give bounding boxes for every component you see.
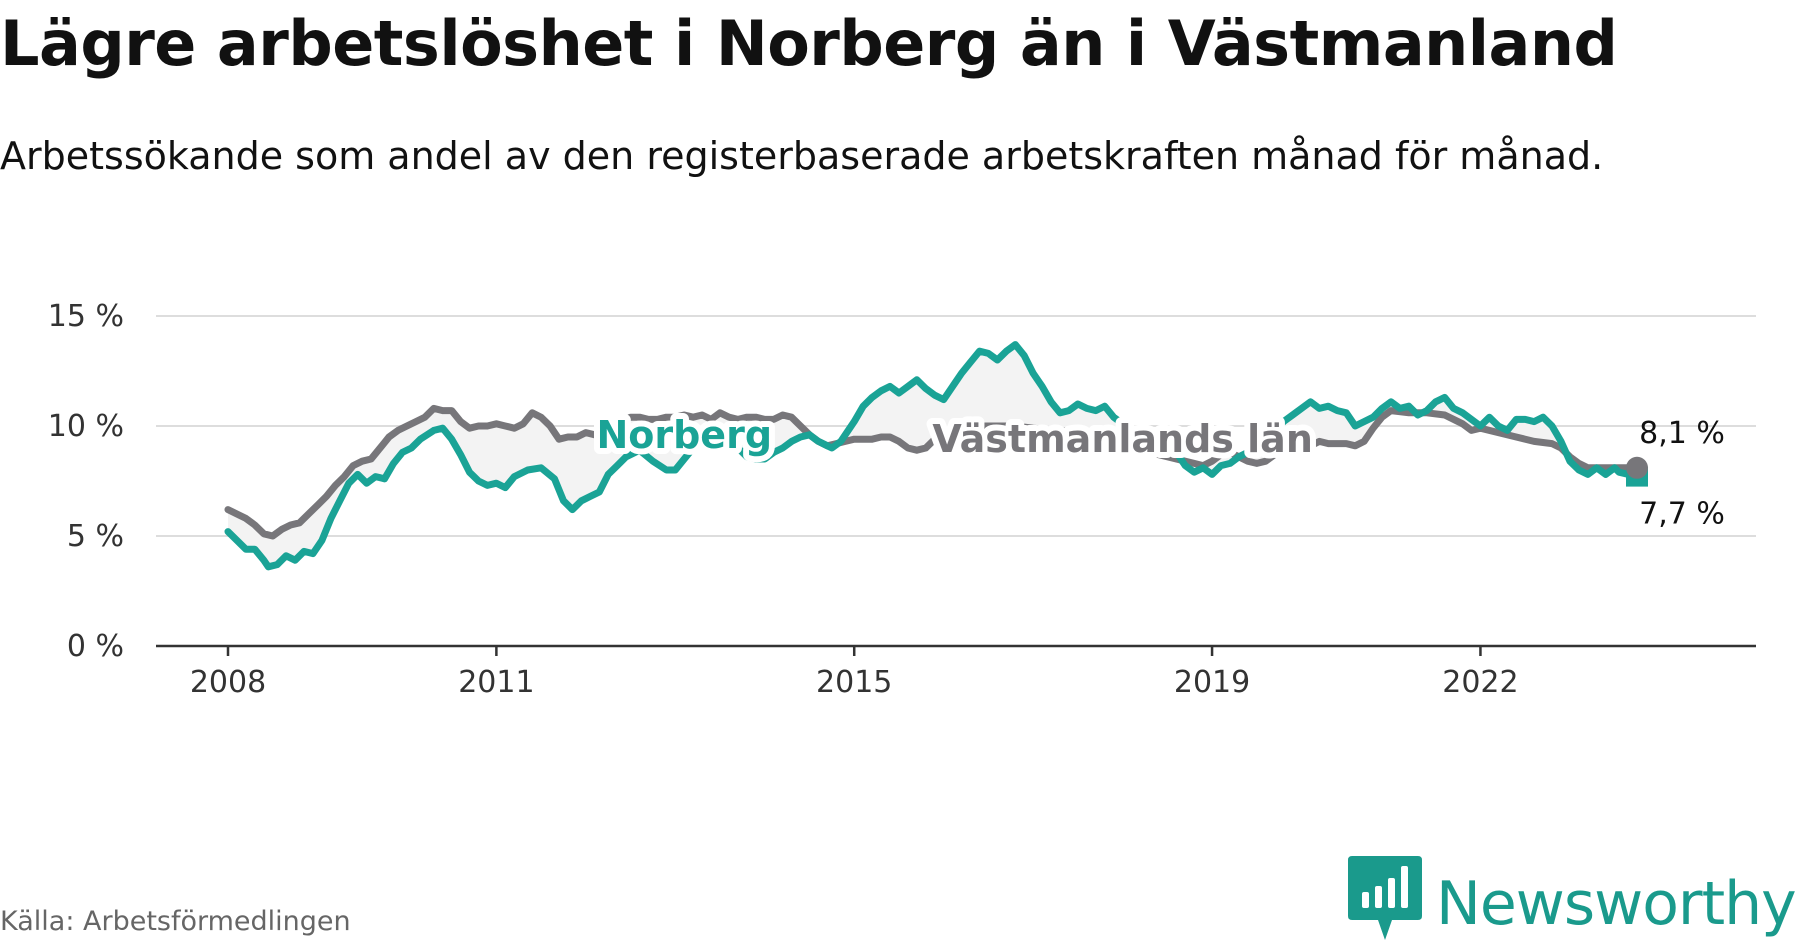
x-tick-label: 2015 xyxy=(816,665,892,700)
brand-name: Newsworthy xyxy=(1436,869,1797,939)
end-marker-vastmanland xyxy=(1626,456,1648,479)
end-value-label: 8,1 % xyxy=(1639,416,1725,451)
y-tick-label: 5 % xyxy=(67,519,124,554)
y-tick-label: 0 % xyxy=(67,629,124,664)
end-markers: 7,7 % 8,1 % xyxy=(1626,416,1725,532)
series-label: Norberg xyxy=(596,413,772,457)
series-line-norberg xyxy=(224,341,1641,571)
bar-chart-badge-icon xyxy=(1348,856,1422,940)
chart-title: Lägre arbetslöshet i Norberg än i Västma… xyxy=(0,7,1618,80)
x-tick-label: 2008 xyxy=(190,665,266,700)
chart-subtitle: Arbetssökande som andel av den registerb… xyxy=(0,134,1604,178)
source-note: Källa: Arbetsförmedlingen xyxy=(0,906,351,937)
y-axis-tick-labels: 0 % 5 % 10 % 15 % xyxy=(48,299,124,664)
x-tick-label: 2011 xyxy=(458,665,534,700)
y-tick-label: 10 % xyxy=(48,409,124,444)
end-value-label: 7,7 % xyxy=(1639,497,1725,532)
newsworthy-brand-link[interactable]: Newsworthy xyxy=(1348,856,1797,952)
x-tick-label: 2019 xyxy=(1174,665,1250,700)
x-axis-ticks: 2008 2011 2015 2019 2022 xyxy=(190,646,1519,700)
series-label-halo: Västmanlands län xyxy=(932,417,1313,461)
y-tick-label: 15 % xyxy=(48,299,124,334)
x-tick-label: 2022 xyxy=(1442,665,1518,700)
series-label-halo: Norberg xyxy=(596,413,772,457)
area-between-series xyxy=(228,344,1637,567)
series-label: Västmanlands län xyxy=(932,417,1313,461)
